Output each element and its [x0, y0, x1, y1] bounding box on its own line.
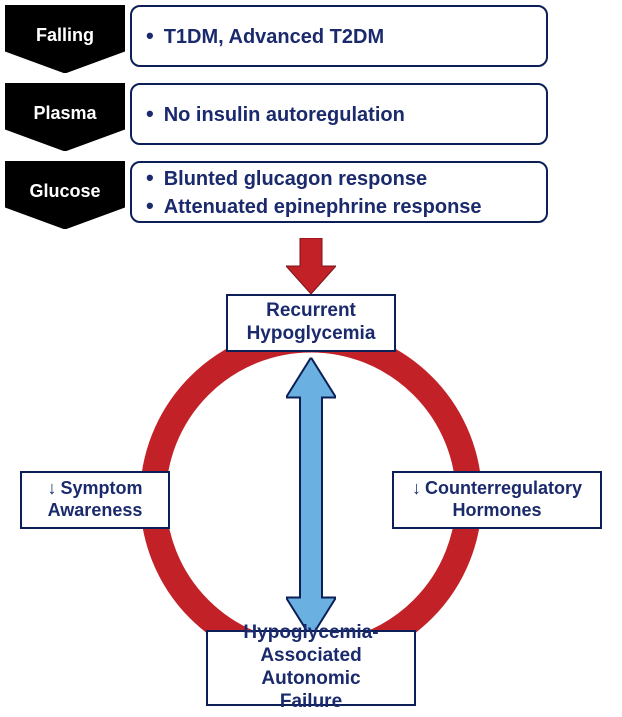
down-arrow-glyph-icon: ↓	[412, 478, 421, 498]
cycle-box-top: Recurrent Hypoglycemia	[226, 294, 396, 352]
bullet-text: Blunted glucagon response	[164, 167, 427, 192]
cycle-box-bottom: Hypoglycemia- Associated Autonomic Failu…	[206, 630, 416, 706]
bullet-text: Attenuated epinephrine response	[164, 195, 482, 220]
bullet-2-1: • No insulin autoregulation	[146, 100, 532, 128]
bullet-text: T1DM, Advanced T2DM	[164, 25, 384, 50]
side-box-2: • No insulin autoregulation	[130, 83, 548, 145]
cycle-box-left: ↓Symptom Awareness	[20, 471, 170, 529]
cycle-top-line1: Recurrent	[266, 300, 356, 323]
chevron-row-3: Glucose • Blunted glucagon response • At…	[0, 161, 622, 231]
bullet-3-2: • Attenuated epinephrine response	[146, 192, 532, 220]
chevron-label-1: Falling	[5, 25, 125, 46]
cycle-right-line2: Hormones	[452, 500, 541, 522]
side-box-1: • T1DM, Advanced T2DM	[130, 5, 548, 67]
blue-double-arrow-icon	[286, 358, 336, 643]
cycle-bottom-line3: Failure	[280, 691, 342, 714]
cycle-right-line1: ↓Counterregulatory	[412, 478, 582, 500]
bullet-dot-icon: •	[146, 100, 154, 128]
bullet-text: No insulin autoregulation	[164, 103, 405, 128]
bullet-1-1: • T1DM, Advanced T2DM	[146, 22, 532, 50]
chevron-label-2: Plasma	[5, 103, 125, 124]
down-arrow-glyph-icon: ↓	[47, 478, 56, 498]
cycle-left-line2: Awareness	[48, 500, 143, 522]
chevron-row-1: Falling • T1DM, Advanced T2DM	[0, 5, 622, 75]
cycle-bottom-line1: Hypoglycemia-	[243, 622, 378, 645]
top-cascade: Falling • T1DM, Advanced T2DM Plasma • N…	[0, 0, 622, 231]
cycle-box-right: ↓Counterregulatory Hormones	[392, 471, 602, 529]
cycle-bottom-line2: Associated Autonomic	[218, 645, 404, 691]
chevron-row-2: Plasma • No insulin autoregulation	[0, 83, 622, 153]
bullet-3-1: • Blunted glucagon response	[146, 164, 532, 192]
chevron-label-3: Glucose	[5, 181, 125, 202]
cycle-left-line1: ↓Symptom	[47, 478, 142, 500]
cycle-top-line2: Hypoglycemia	[247, 323, 376, 346]
cycle-diagram: Recurrent Hypoglycemia ↓Symptom Awarenes…	[0, 290, 622, 710]
bullet-dot-icon: •	[146, 22, 154, 50]
bullet-dot-icon: •	[146, 164, 154, 192]
side-box-3: • Blunted glucagon response • Attenuated…	[130, 161, 548, 223]
bullet-dot-icon: •	[146, 192, 154, 220]
